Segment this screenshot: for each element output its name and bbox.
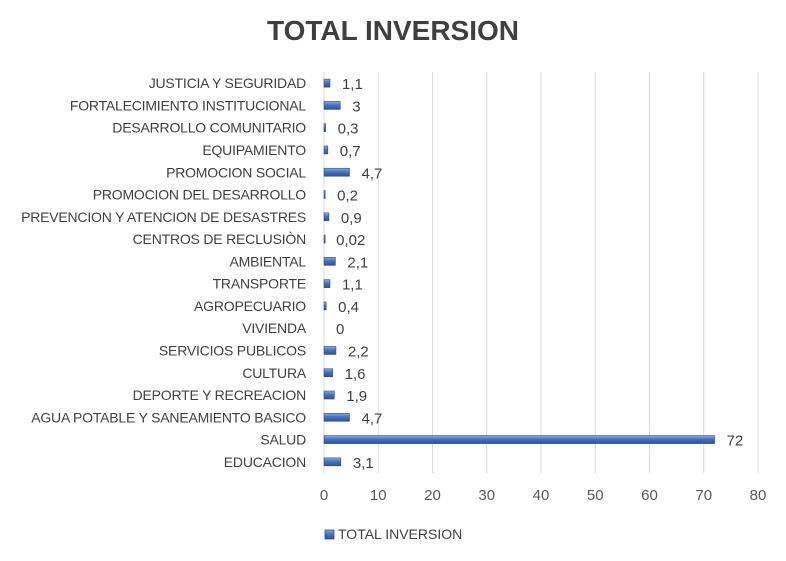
legend-swatch xyxy=(324,529,335,540)
data-label: 1,6 xyxy=(345,366,366,383)
category-label: EQUIPAMIENTO xyxy=(202,142,306,158)
category-label: JUSTICIA Y SEGURIDAD xyxy=(149,75,306,91)
bar xyxy=(323,257,336,266)
bar xyxy=(323,301,327,311)
category-label: CENTROS DE RECLUSIÒN xyxy=(133,231,306,247)
category-label: PROMOCION SOCIAL xyxy=(166,164,306,180)
bar xyxy=(323,368,333,378)
data-label: 1,1 xyxy=(342,76,363,93)
bar xyxy=(323,390,335,400)
bar xyxy=(323,145,329,155)
x-tick-label-6: 60 xyxy=(641,487,658,504)
data-label: 0,7 xyxy=(340,143,361,160)
data-label: 4,7 xyxy=(361,165,382,182)
bar xyxy=(323,413,350,422)
bar xyxy=(323,78,331,88)
data-label: 2,2 xyxy=(348,343,369,360)
bars xyxy=(323,78,715,467)
category-label: TRANSPORTE xyxy=(213,276,306,292)
data-label: 4,7 xyxy=(361,410,382,427)
gridlines xyxy=(323,72,759,473)
bar xyxy=(323,457,342,467)
bar xyxy=(323,234,326,244)
category-label: PREVENCION Y ATENCION DE DESASTRES xyxy=(21,209,306,225)
data-label: 72 xyxy=(727,433,744,450)
data-label: 3 xyxy=(352,98,360,115)
category-label: VIVIENDA xyxy=(242,320,307,336)
x-tick-label-1: 10 xyxy=(370,487,387,504)
category-label: PROMOCION DEL DESARROLLO xyxy=(93,187,307,203)
x-tick-label-8: 80 xyxy=(750,487,767,504)
category-label: AGUA POTABLE Y SANEAMIENTO BASICO xyxy=(31,409,306,425)
category-labels: JUSTICIA Y SEGURIDAD FORTALECIMIENTO INST… xyxy=(21,75,307,470)
bar xyxy=(323,279,331,288)
bar xyxy=(323,167,350,177)
category-label: FORTALECIMIENTO INSTITUCIONAL xyxy=(70,97,307,113)
data-label: 1,9 xyxy=(346,388,367,405)
category-label: SALUD xyxy=(260,432,306,448)
bar xyxy=(323,435,715,444)
data-label: 0,3 xyxy=(338,121,359,138)
x-tick-label-7: 70 xyxy=(695,487,712,504)
data-label: 3,1 xyxy=(353,455,374,472)
bar xyxy=(323,190,326,199)
bar xyxy=(323,346,337,355)
legend-label: TOTAL INVERSION xyxy=(338,526,462,542)
data-label: 0,02 xyxy=(336,232,365,249)
bar xyxy=(323,123,326,132)
data-label: 0,9 xyxy=(341,210,362,227)
x-tick-label-3: 30 xyxy=(478,487,495,504)
x-tick-label-4: 40 xyxy=(533,487,550,504)
category-label: CULTURA xyxy=(242,365,307,381)
category-label: SERVICIOS PUBLICOS xyxy=(159,342,306,358)
category-label: AMBIENTAL xyxy=(229,253,306,269)
x-tick-label-5: 50 xyxy=(587,487,604,504)
category-label: DEPORTE Y RECREACION xyxy=(133,387,306,403)
data-label: 2,1 xyxy=(347,254,368,271)
bar xyxy=(323,212,330,222)
x-tick-label-0: 0 xyxy=(320,487,328,504)
data-label: 1,1 xyxy=(342,277,363,294)
category-label: DESARROLLO COMUNITARIO xyxy=(112,120,306,136)
x-tick-label-2: 20 xyxy=(424,487,441,504)
category-label: AGROPECUARIO xyxy=(194,298,306,314)
data-label: 0,4 xyxy=(338,299,359,316)
data-labels: 1,130,30,74,70,20,90,022,11,10,402,21,61… xyxy=(336,76,743,472)
x-axis-ticks: 0 10 20 30 40 50 60 70 80 xyxy=(320,487,767,504)
legend: TOTAL INVERSION xyxy=(324,526,462,542)
chart-title: TOTAL INVERSION xyxy=(267,15,519,46)
category-label: EDUCACION xyxy=(224,454,306,470)
data-label: 0 xyxy=(336,321,344,338)
data-label: 0,2 xyxy=(337,188,358,205)
bar xyxy=(323,101,341,110)
